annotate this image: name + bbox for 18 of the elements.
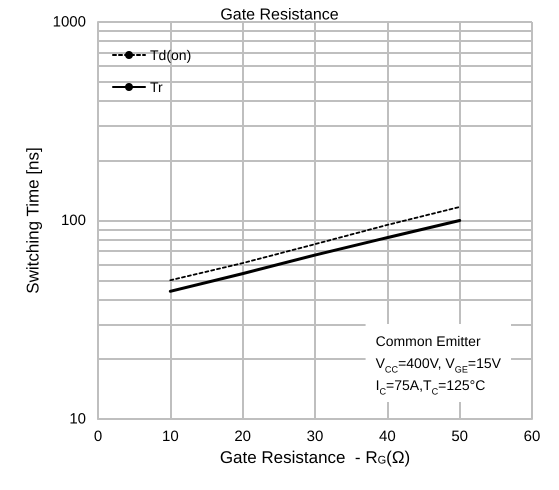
x-tick-label: 50 xyxy=(451,428,468,445)
y-tick-label: 100 xyxy=(60,212,86,229)
x-tick-label: 30 xyxy=(306,428,324,445)
legend-label: Td(on) xyxy=(150,47,192,63)
x-tick-label: 40 xyxy=(378,428,396,445)
x-tick-label: 20 xyxy=(234,428,252,445)
x-tick-label: 0 xyxy=(94,428,102,445)
line-series xyxy=(169,206,461,282)
y-tick-label: 10 xyxy=(69,410,86,428)
chart-title: Gate Resistance xyxy=(220,6,339,24)
x-tick-label: 60 xyxy=(524,428,540,445)
annotation: Common Emitter xyxy=(376,333,481,349)
x-axis-title: Gate Resistance - RG(Ω) xyxy=(220,448,410,467)
legend-label: Tr xyxy=(150,79,164,95)
x-tick-label: 10 xyxy=(162,428,179,445)
y-tick-label: 1000 xyxy=(52,14,86,30)
line-series xyxy=(168,219,462,293)
y-axis-title: Switching Time [ns] xyxy=(24,147,43,294)
